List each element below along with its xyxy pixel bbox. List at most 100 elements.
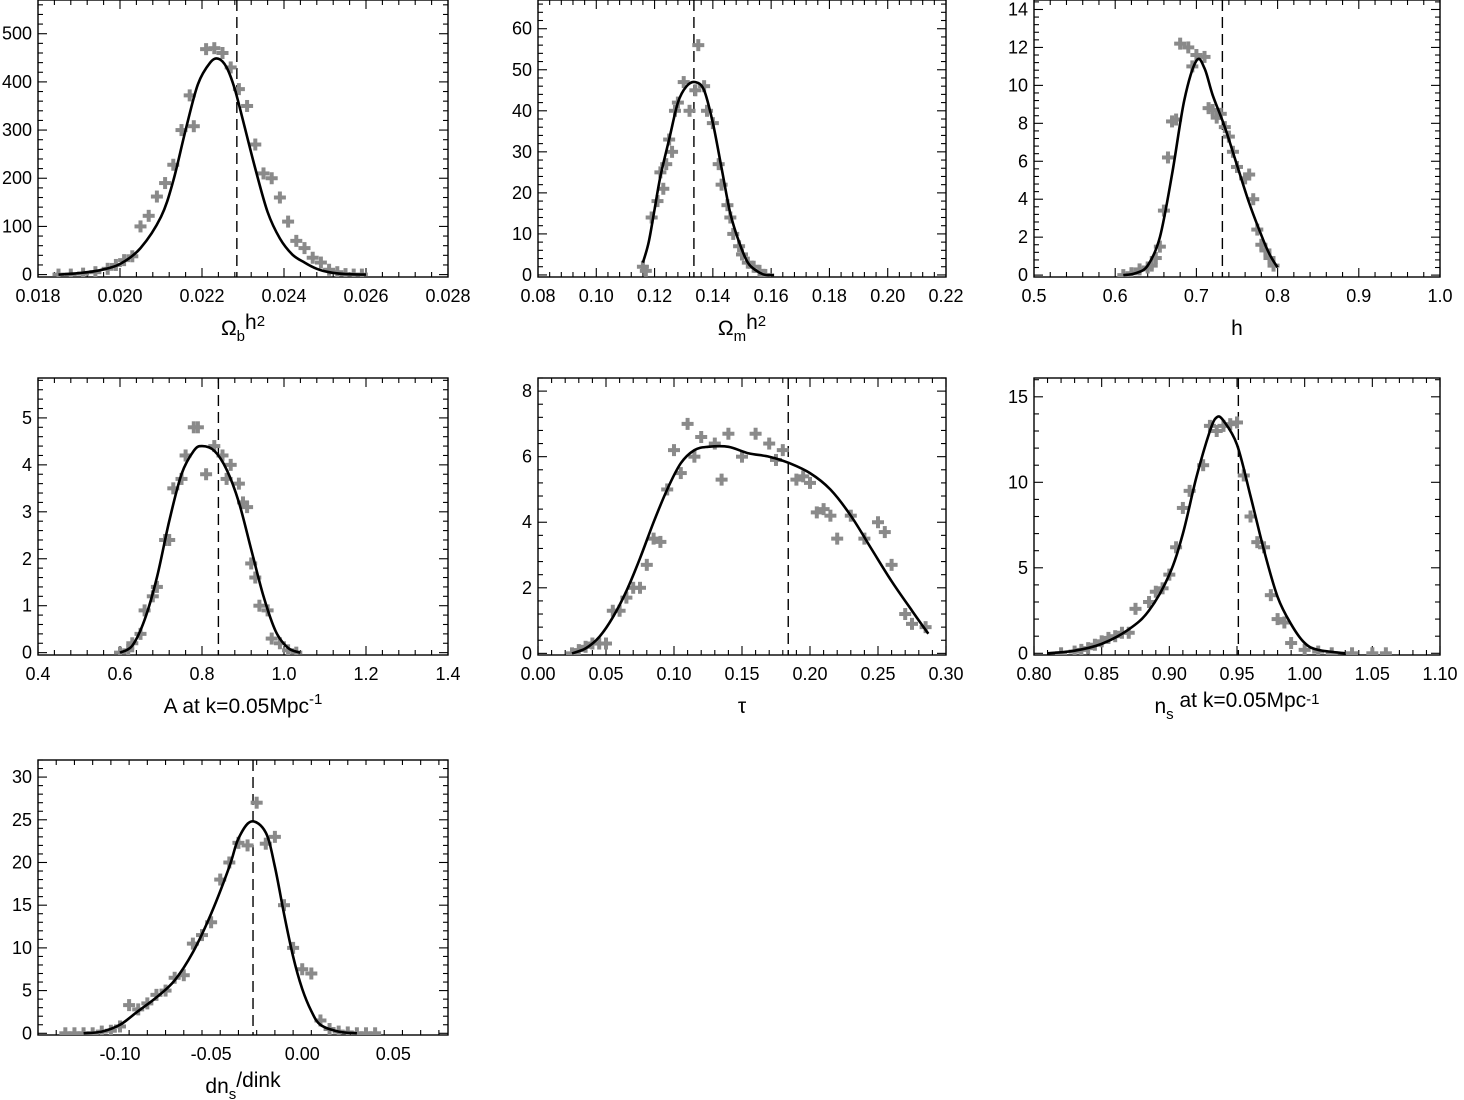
data-point xyxy=(298,242,311,255)
data-point xyxy=(689,84,702,97)
data-point xyxy=(1271,613,1284,626)
y-tick-label: 14 xyxy=(1008,0,1028,19)
data-point xyxy=(314,256,327,269)
panel-running: -0.10 -0.05 0.00 0.05 0 5 10 15 20 25 30 dns/dink xyxy=(12,759,449,1100)
panel-omega-m: 0.08 0.10 0.12 0.14 0.16 0.18 0.20 0.22 0 10 20 30 4… xyxy=(512,0,964,345)
y-tick-label: 60 xyxy=(512,19,532,39)
y-tick-label: 10 xyxy=(12,938,32,958)
x-tick-label: 1.10 xyxy=(1422,664,1457,684)
data-point xyxy=(654,535,667,548)
data-point xyxy=(647,532,660,545)
x-tick-label: 0.9 xyxy=(1346,286,1371,306)
x-axis-title: Ωbh2 xyxy=(221,311,265,345)
data-point xyxy=(1366,647,1379,655)
x-tick-label: 1.2 xyxy=(353,664,378,684)
data-point xyxy=(885,558,898,571)
data-point xyxy=(241,839,254,852)
x-tick-label: 0.00 xyxy=(520,664,555,684)
y-tick-label: 10 xyxy=(512,224,532,244)
x-tick-label: 0.08 xyxy=(520,286,555,306)
y-tick-label: 0 xyxy=(22,643,32,663)
data-point xyxy=(600,637,612,650)
data-point xyxy=(677,76,690,89)
y-tick-label: 6 xyxy=(522,447,532,467)
x-tick-label: 0.028 xyxy=(425,286,470,306)
data-point xyxy=(187,120,200,133)
x-tick-label: 0.5 xyxy=(1021,286,1046,306)
plot-frame xyxy=(37,759,449,1036)
data-layer xyxy=(52,0,368,277)
y-tick-label: 0 xyxy=(522,643,532,663)
data-point xyxy=(273,191,286,204)
data-point xyxy=(282,215,295,228)
data-point xyxy=(306,251,319,264)
data-layer xyxy=(1117,0,1280,277)
data-point xyxy=(797,470,810,483)
data-point xyxy=(634,581,646,594)
fit-curve xyxy=(58,57,367,276)
data-point xyxy=(695,431,708,444)
data-point xyxy=(1198,50,1211,63)
x-tick-label: 0.05 xyxy=(588,664,623,684)
x-tick-label: 0.00 xyxy=(285,1044,320,1064)
y-tick-label: 20 xyxy=(512,183,532,203)
data-point xyxy=(1182,41,1195,54)
data-point xyxy=(257,167,270,180)
data-point xyxy=(1206,104,1219,117)
x-tick-label: -0.05 xyxy=(191,1044,232,1064)
y-tick-label: 5 xyxy=(22,408,32,428)
plot-frame xyxy=(1033,0,1441,278)
y-tick-label: 1 xyxy=(22,596,32,616)
x-tick-label: 0.022 xyxy=(179,286,224,306)
y-tick-label: 0 xyxy=(1018,643,1028,663)
data-layer xyxy=(1047,378,1392,655)
y-tick-label: 5 xyxy=(22,981,32,1001)
y-tick-label: 12 xyxy=(1008,37,1028,57)
data-point xyxy=(712,158,725,171)
data-point xyxy=(265,172,278,185)
fit-curve xyxy=(1047,415,1346,655)
data-point xyxy=(1143,595,1156,608)
x-tick-label: 0.30 xyxy=(928,664,963,684)
y-tick-label: 30 xyxy=(12,767,32,787)
y-tick-label: 4 xyxy=(1018,189,1028,209)
x-tick-label: 1.05 xyxy=(1355,664,1390,684)
fit-curve xyxy=(119,444,301,654)
data-point xyxy=(1285,637,1298,650)
data-point xyxy=(749,427,762,440)
data-point xyxy=(668,444,680,457)
data-point xyxy=(1161,151,1174,164)
y-tick-label: 10 xyxy=(1008,75,1028,95)
data-point xyxy=(1129,602,1142,615)
x-tick-label: 0.80 xyxy=(1016,664,1051,684)
data-point xyxy=(150,190,163,203)
y-tick-label: 4 xyxy=(22,455,32,475)
y-tick-label: 20 xyxy=(12,852,32,872)
data-point xyxy=(824,509,837,522)
data-point xyxy=(268,830,281,843)
y-tick-label: 10 xyxy=(1008,472,1028,492)
data-point xyxy=(804,476,816,489)
x-tick-label: 0.20 xyxy=(870,286,905,306)
data-point xyxy=(290,234,303,247)
y-tick-label: 15 xyxy=(12,895,32,915)
fit-curve xyxy=(83,820,358,1035)
x-tick-label: 1.00 xyxy=(1287,664,1322,684)
y-tick-label: 400 xyxy=(2,72,32,92)
data-point xyxy=(831,532,844,545)
y-tick-label: 3 xyxy=(22,502,32,522)
y-tick-label: 8 xyxy=(522,381,532,401)
data-point xyxy=(323,263,336,276)
x-tick-label: 0.12 xyxy=(637,286,672,306)
x-tick-label: 0.95 xyxy=(1219,664,1254,684)
data-point xyxy=(1298,643,1311,655)
x-axis-title: h xyxy=(1231,317,1243,340)
x-tick-label: 0.14 xyxy=(695,286,730,306)
x-tick-label: 1.0 xyxy=(271,664,296,684)
y-tick-label: 0 xyxy=(22,1023,32,1043)
data-layer xyxy=(114,378,303,655)
x-tick-label: 0.15 xyxy=(724,664,759,684)
x-tick-label: 0.10 xyxy=(579,286,614,306)
x-tick-label: 0.25 xyxy=(860,664,895,684)
panel-tau: 0.00 0.05 0.10 0.15 0.20 0.25 0.30 0 2 4 6 8 τ xyxy=(520,377,964,718)
